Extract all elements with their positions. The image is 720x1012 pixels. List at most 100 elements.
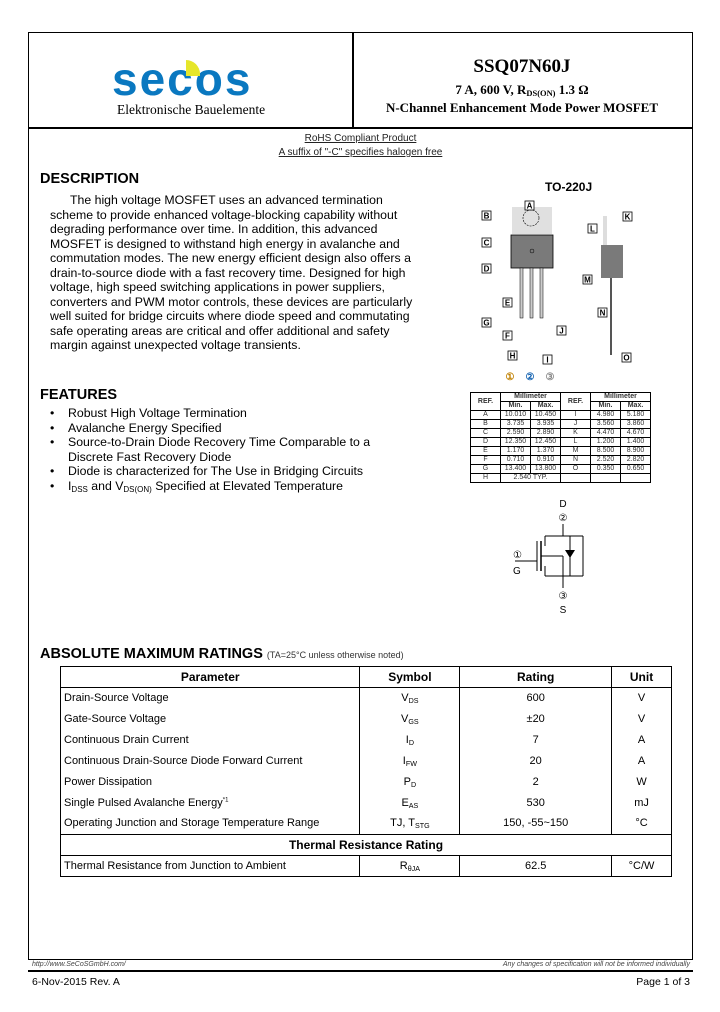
drain-pin: ② (559, 513, 568, 524)
gate-pin: ① (513, 550, 522, 561)
dimension-cell: 4.980 (590, 410, 621, 420)
drain-label: D (559, 499, 566, 510)
features-list: Robust High Voltage Termination Avalanch… (50, 406, 380, 493)
title-block: SSQ07N60J 7 A, 600 V, RDS(ON) 1.3 Ω N-Ch… (352, 56, 692, 116)
dimension-cell: 13.400 (500, 464, 531, 474)
dimension-label: N (600, 309, 606, 318)
dimension-cell: D (470, 437, 501, 447)
spec-suffix: 1.3 Ω (555, 82, 589, 97)
dimension-cell: 10.010 (500, 410, 531, 420)
logo-subtitle: Elektronische Bauelemente (117, 102, 266, 117)
dimension-table: REF. Millimeter REF. Millimeter Min. Max. Min… (470, 392, 651, 483)
halogen-note: A suffix of "-C" specifies halogen free (278, 147, 443, 158)
dimension-row: H 2.540 TYP. (470, 473, 651, 483)
dimension-label: O (623, 354, 629, 363)
dimension-cell: 5.180 (620, 410, 651, 420)
pin-1-label: ① (506, 372, 515, 383)
logo-text: secos (112, 53, 253, 105)
dimension-cell: 2.520 (590, 455, 621, 465)
dimension-cell: K (560, 428, 591, 438)
header-divider (28, 127, 693, 129)
dimension-cell: M (560, 446, 591, 456)
pin-3-label: ③ (546, 372, 555, 383)
dimension-cell: 2.590 (500, 428, 531, 438)
features-heading: FEATURES (40, 387, 118, 403)
dimension-cell: 3.735 (500, 419, 531, 429)
key-spec: 7 A, 600 V, RDS(ON) 1.3 Ω (352, 82, 692, 98)
ratings-table: Parameter Symbol Rating Unit Drain-Source V… (59, 666, 672, 877)
description-heading: DESCRIPTION (40, 171, 140, 187)
dimension-cell: 3.560 (590, 419, 621, 429)
table-row: Power Dissipation PD 2 W (59, 771, 672, 793)
dimension-cell: 0.710 (500, 455, 531, 465)
dimension-cell: 3.935 (530, 419, 561, 429)
mosfet-symbol: D ② ① G ③ S (513, 499, 584, 616)
description-text: The high voltage MOSFET uses an advanced… (50, 193, 413, 352)
pin-2-label: ② (526, 372, 535, 383)
table-row: Gate-Source Voltage VGS ±20 V (59, 708, 672, 730)
dimension-cell: 12.450 (530, 437, 561, 447)
dimension-cell: G (470, 464, 501, 474)
dimension-row: E 1.170 1.370 M 8.500 8.900 (470, 446, 651, 456)
dimension-cell: 0.350 (590, 464, 621, 474)
dimension-cell: B (470, 419, 501, 429)
table-row: Operating Junction and Storage Temperatu… (59, 813, 672, 835)
package-title: TO-220J (545, 180, 593, 194)
dimension-label: K (625, 213, 631, 222)
source-label: S (560, 605, 567, 616)
dimension-label: D (484, 265, 490, 274)
table-row: Continuous Drain Current ID 7 A (59, 729, 672, 751)
dimension-cell: C (470, 428, 501, 438)
dimension-cell: N (560, 455, 591, 465)
dimension-cell: 3.860 (620, 419, 651, 429)
dimension-label: L (590, 225, 595, 234)
dimension-label: F (505, 332, 510, 341)
dimension-cell: 12.350 (500, 437, 531, 447)
thermal-heading: Thermal Resistance Rating (60, 834, 672, 856)
dimension-cell: A (470, 410, 501, 420)
dimension-label: B (484, 212, 490, 221)
table-row: Continuous Drain-Source Diode Forward Cu… (59, 750, 672, 772)
dimension-cell: L (560, 437, 591, 447)
dimension-label: I (546, 356, 548, 365)
footer-divider (28, 970, 693, 972)
dimension-cell: 4.470 (590, 428, 621, 438)
dimension-row: A 10.010 10.450 I 4.980 5.180 (470, 410, 651, 420)
feature-item: Robust High Voltage Termination (50, 406, 380, 421)
source-pin: ③ (559, 591, 568, 602)
dimension-label: E (505, 299, 511, 308)
device-description: N-Channel Enhancement Mode Power MOSFET (385, 100, 659, 115)
dimension-cell: O (560, 464, 591, 474)
dimension-label: H (510, 352, 516, 361)
feature-item: Diode is characterized for The Use in Br… (50, 464, 380, 479)
table-row: Thermal Resistance from Junction to Ambi… (59, 855, 672, 877)
ratings-heading: ABSOLUTE MAXIMUM RATINGS (TA=25°C unless… (40, 646, 404, 662)
dimension-cell: I (560, 410, 591, 420)
dimension-cell: 2.820 (620, 455, 651, 465)
dimension-label: J (559, 327, 563, 336)
dimension-cell: 1.400 (620, 437, 651, 447)
date-revision: 6-Nov-2015 Rev. A (32, 976, 120, 988)
dimension-cell: 8.500 (590, 446, 621, 456)
spec-prefix: 7 A, 600 V, R (455, 82, 527, 97)
dimension-cell: 1.370 (530, 446, 561, 456)
dimension-cell: E (470, 446, 501, 456)
feature-item: IDSS and VDS(ON) Specified at Elevated T… (50, 479, 380, 494)
dimension-cell: 8.900 (620, 446, 651, 456)
dimension-row: C 2.590 2.890 K 4.470 4.670 (470, 428, 651, 438)
dimension-row: D 12.350 12.450 L 1.200 1.400 (470, 437, 651, 447)
logo-mark (186, 60, 200, 76)
footer-url[interactable]: http://www.SeCoSGmbH.com/ (32, 961, 126, 968)
dimension-cell: 1.170 (500, 446, 531, 456)
dimension-cell: 0.650 (620, 464, 651, 474)
header-vertical-divider (352, 32, 354, 128)
dimension-cell: 2.890 (530, 428, 561, 438)
dimension-cell: 1.200 (590, 437, 621, 447)
feature-item: Source-to-Drain Diode Recovery Time Comp… (50, 435, 380, 464)
ratings-condition: (TA=25°C unless otherwise noted) (266, 650, 404, 660)
dimension-cell: 10.450 (530, 410, 561, 420)
gate-label: G (513, 566, 521, 577)
dimension-row: G 13.400 13.800 O 0.350 0.650 (470, 464, 651, 474)
part-number: SSQ07N60J (473, 56, 571, 77)
dimension-label: G (483, 319, 489, 328)
